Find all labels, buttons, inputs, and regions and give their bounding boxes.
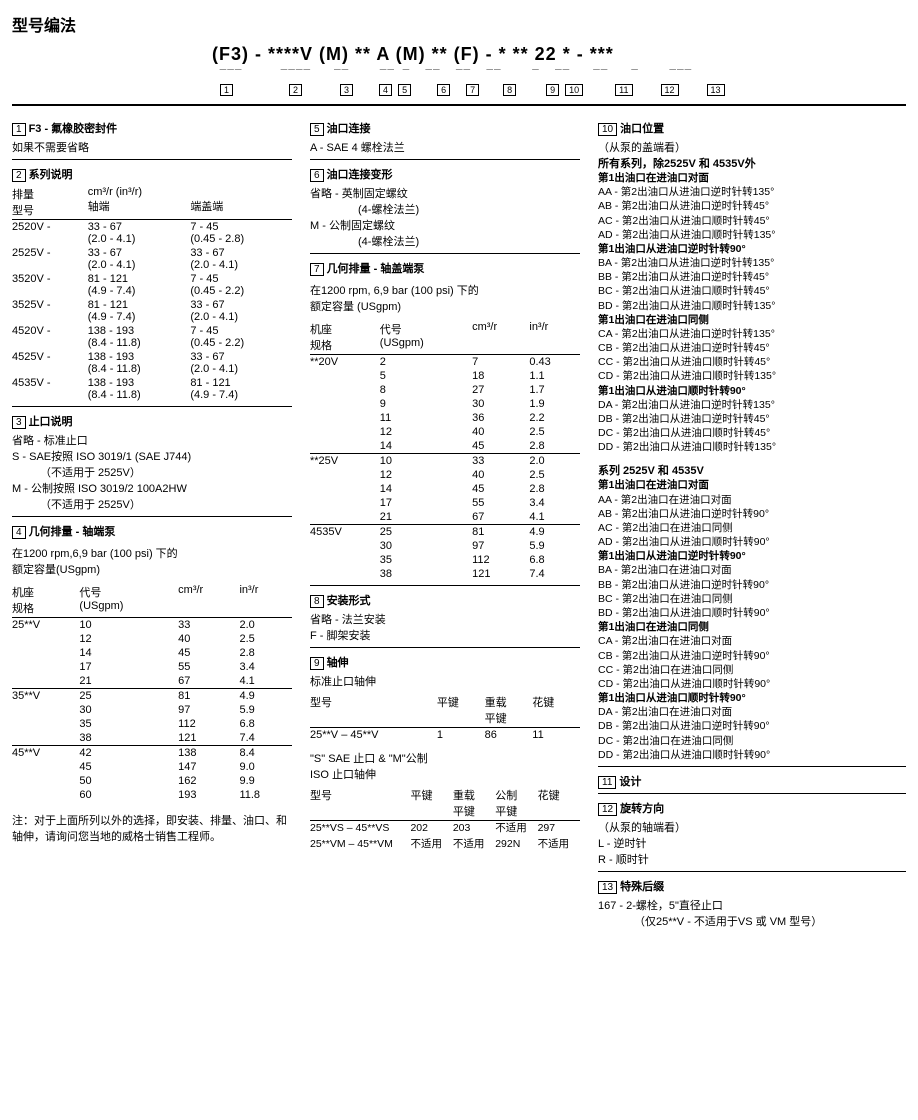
port-position-groups: 第1出油口在进油口对面AA - 第2出油口从进油口逆时针转135°AB - 第2… (598, 171, 906, 454)
s6-line: M - 公制固定螺纹 (310, 217, 580, 233)
port-position-groups-2: 第1出油口在进油口对面AA - 第2出油口在进油口对面AB - 第2出油口从进油… (598, 478, 906, 761)
s7-sub: 在1200 rpm, 6,9 bar (100 psi) 下的 (310, 282, 580, 298)
s10-sub: 所有系列，除2525V 和 4535V外 (598, 155, 906, 171)
s9-sub: 标准止口轴伸 (310, 673, 580, 689)
s3-line: S - SAE按照 ISO 3019/1 (SAE J744) (12, 448, 292, 464)
section-1-note: 如果不需要省略 (12, 139, 292, 155)
section-9-head: 9轴伸 (310, 654, 580, 670)
divider (598, 871, 906, 872)
section-1-head: 1F3 - 氟橡胶密封件 (12, 120, 292, 136)
series-table: 排量型号cm³/r (in³/r)轴端端盖端2520V -33 - 67(2.0… (12, 185, 292, 402)
section-6-head: 6油口连接变形 (310, 166, 580, 182)
s13-line: （仅25**V - 不适用于VS 或 VM 型号） (598, 913, 906, 929)
divider (598, 766, 906, 767)
divider (598, 793, 906, 794)
s10-sub: （从泵的盖端看） (598, 139, 906, 155)
shaft-sm-table: 型号平键重载平键公制平键花键25**VS – 45**VS202203不适用29… (310, 786, 580, 852)
s3-line: （不适用于 2525V） (12, 496, 292, 512)
section-12-head: 12旋转方向 (598, 800, 906, 816)
shaft-std-table: 型号平键重载平键花键25**V – 45**V18611 (310, 693, 580, 742)
s6-line: (4-螺栓法兰) (310, 233, 580, 249)
section-5-head: 5油口连接 (310, 120, 580, 136)
s5-line: A - SAE 4 螺栓法兰 (310, 139, 580, 155)
section-2-head: 2系列说明 (12, 166, 292, 182)
section-4-head: 4几何排量 - 轴端泵 (12, 523, 292, 539)
divider (310, 647, 580, 648)
section-8-head: 8安装形式 (310, 592, 580, 608)
s9-sub2: "S" SAE 止口 & "M"公制 (310, 750, 580, 766)
s9-sub2b: ISO 止口轴伸 (310, 766, 580, 782)
divider (12, 406, 292, 407)
divider (310, 253, 580, 254)
s8-line: 省略 - 法兰安装 (310, 611, 580, 627)
s7-sub: 额定容量 (USgpm) (310, 298, 580, 314)
model-code-pattern: (F3) - ****V (M) ** A (M) ** (F) - * ** … (212, 44, 906, 65)
s6-line: 省略 - 英制固定螺纹 (310, 185, 580, 201)
position-numbers: 12345678910111213 (212, 84, 906, 96)
s4-sub: 在1200 rpm,6,9 bar (100 psi) 下的 (12, 545, 292, 561)
s3-line: 省略 - 标准止口 (12, 432, 292, 448)
s3-line: （不适用于 2525V） (12, 464, 292, 480)
section-3-head: 3止口说明 (12, 413, 292, 429)
divider (12, 104, 906, 106)
s4-sub: 额定容量(USgpm) (12, 561, 292, 577)
bracket-underlines: ‾‾‾ ‾‾‾‾ ‾‾ ‾‾ ‾ ‾‾ ‾‾ ‾‾ ‾ ‾‾ ‾‾ ‾ ‾‾‾ (212, 67, 906, 80)
divider (12, 159, 292, 160)
s3-line: M - 公制按照 ISO 3019/2 100A2HW (12, 480, 292, 496)
s8-line: F - 脚架安装 (310, 627, 580, 643)
displacement-shaft-table: 机座规格代号(USgpm)cm³/rin³/r25**V10332.012402… (12, 583, 292, 802)
page-title: 型号编法 (12, 12, 906, 36)
section-11-head: 11设计 (598, 773, 906, 789)
divider (310, 585, 580, 586)
displacement-cover-table: 机座规格代号(USgpm)cm³/rin³/r**20V270.435181.1… (310, 320, 580, 581)
divider (310, 159, 580, 160)
s12-line: L - 逆时针 (598, 835, 906, 851)
divider (12, 516, 292, 517)
s6-line: (4-螺栓法兰) (310, 201, 580, 217)
section-13-head: 13特殊后缀 (598, 878, 906, 894)
section-7-head: 7几何排量 - 轴盖端泵 (310, 260, 580, 276)
section-10-head: 10油口位置 (598, 120, 906, 136)
s12-sub: （从泵的轴端看） (598, 819, 906, 835)
s12-line: R - 顺时针 (598, 851, 906, 867)
footer-note: 注：对于上面所列以外的选择，即安装、排量、油口、和轴伸，请询问您当地的威格士销售… (12, 812, 292, 844)
s13-line: 167 - 2-螺栓，5"直径止口 (598, 897, 906, 913)
s10-sub3: 系列 2525V 和 4535V (598, 462, 906, 478)
